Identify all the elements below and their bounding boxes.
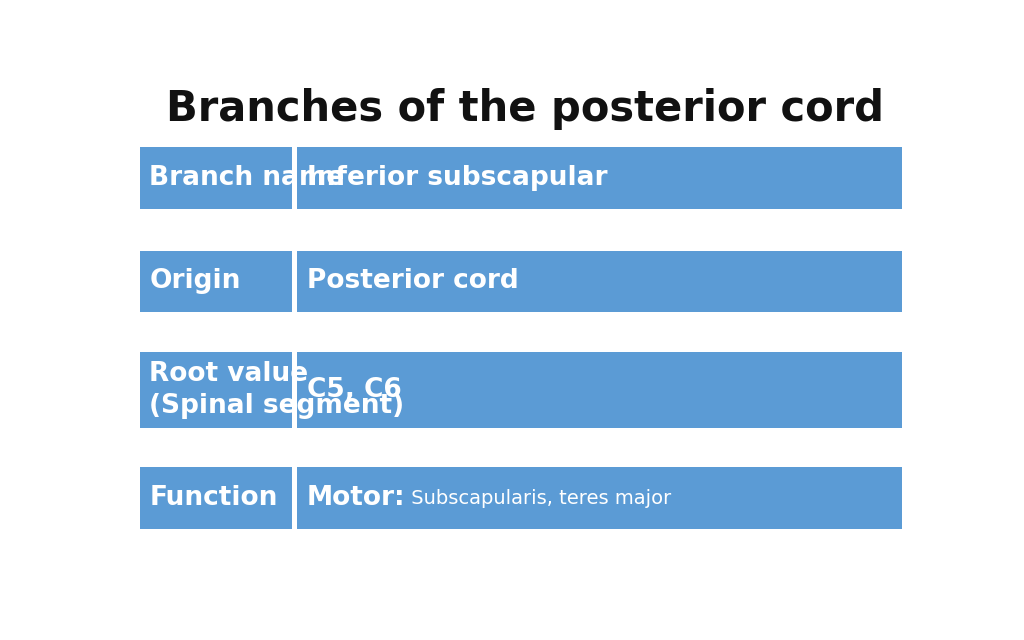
Text: Origin: Origin [150,268,241,294]
Text: Motor:: Motor: [306,485,406,511]
Text: Root value
(Spinal segment): Root value (Spinal segment) [150,361,404,419]
FancyBboxPatch shape [140,250,292,312]
Text: Posterior cord: Posterior cord [306,268,518,294]
FancyBboxPatch shape [297,250,902,312]
FancyBboxPatch shape [297,147,902,209]
FancyBboxPatch shape [140,467,292,529]
Text: Subscapularis, teres major: Subscapularis, teres major [406,489,672,508]
Text: Inferior subscapular: Inferior subscapular [306,165,607,191]
FancyBboxPatch shape [297,351,902,428]
Text: Function: Function [150,485,278,511]
Text: Branches of the posterior cord: Branches of the posterior cord [166,88,884,130]
Text: Branch name: Branch name [150,165,345,191]
FancyBboxPatch shape [140,147,292,209]
FancyBboxPatch shape [297,467,902,529]
FancyBboxPatch shape [140,351,292,428]
Text: C5, C6: C5, C6 [306,377,401,403]
